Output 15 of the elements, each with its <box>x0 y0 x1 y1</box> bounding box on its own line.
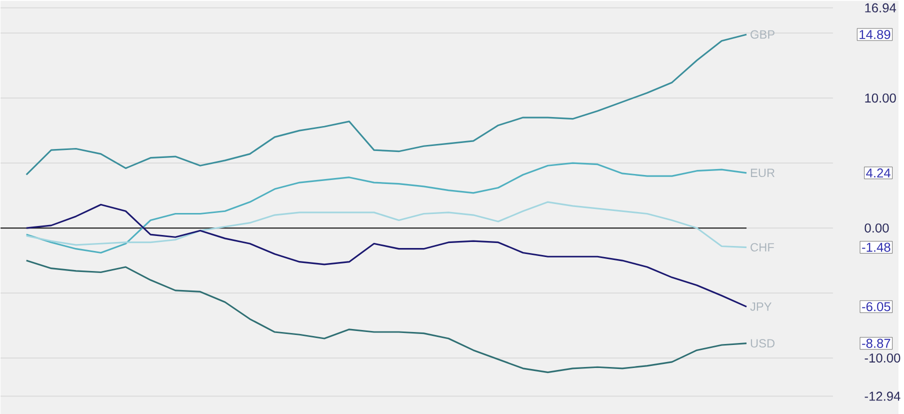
series-label: JPY <box>750 302 772 311</box>
series-label: USD <box>750 339 775 348</box>
text: 4.24 <box>866 168 890 178</box>
series-label: CHF <box>750 243 774 252</box>
text: -6.05 <box>862 302 890 312</box>
series-label: GBP <box>750 30 774 39</box>
y-tick-label: 0.00 <box>864 223 889 233</box>
y-tick-label: 10.00 <box>865 93 896 103</box>
text: -8.87 <box>862 338 890 348</box>
y-tick-label: -10.00 <box>864 353 900 363</box>
text: 14.89 <box>860 30 890 39</box>
series-label: EUR <box>750 168 775 178</box>
y-tick-label: 16.94 <box>865 3 896 12</box>
text: -1.48 <box>862 242 890 252</box>
y-tick-label: -12.94 <box>864 392 900 401</box>
